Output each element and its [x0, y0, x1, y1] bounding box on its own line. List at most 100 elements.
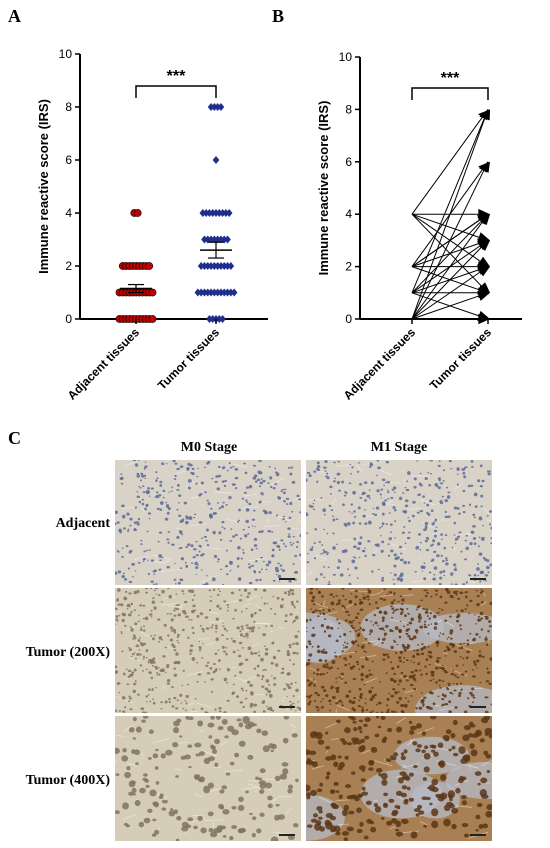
nucleus	[145, 649, 149, 653]
nucleus	[245, 486, 250, 489]
nucleus	[415, 632, 419, 634]
nucleus	[234, 752, 240, 758]
nucleus	[433, 566, 438, 570]
nucleus	[424, 521, 429, 526]
nucleus	[417, 533, 422, 536]
nucleus	[481, 600, 484, 603]
nucleus	[454, 583, 458, 585]
nucleus	[150, 609, 153, 612]
nucleus	[444, 510, 447, 514]
tissue-fiber	[374, 760, 393, 767]
nucleus	[217, 558, 220, 560]
nucleus	[451, 596, 454, 599]
tissue-fiber	[243, 493, 257, 497]
nucleus	[124, 771, 131, 779]
nucleus	[282, 518, 285, 521]
nucleus	[356, 634, 360, 637]
nucleus	[328, 580, 331, 583]
nucleus	[437, 679, 442, 682]
nucleus	[245, 689, 248, 692]
nucleus	[122, 802, 129, 810]
nucleus	[425, 658, 429, 662]
nucleus	[396, 556, 400, 560]
nucleus	[306, 662, 311, 666]
nucleus	[236, 556, 240, 561]
nucleus	[180, 519, 184, 523]
nucleus	[128, 605, 131, 608]
nucleus	[452, 752, 459, 757]
nucleus	[190, 619, 193, 621]
nucleus	[129, 727, 135, 733]
nucleus	[161, 556, 164, 559]
nucleus	[383, 588, 386, 591]
nucleus	[243, 491, 247, 494]
nucleus	[446, 590, 451, 595]
nucleus	[280, 490, 283, 493]
nucleus	[423, 562, 426, 565]
nucleus	[247, 563, 251, 565]
nucleus	[306, 626, 307, 629]
tissue-fiber	[390, 543, 407, 551]
nucleus	[238, 589, 241, 592]
nucleus	[115, 607, 118, 611]
tissue-fiber	[115, 734, 124, 737]
nucleus	[157, 673, 161, 676]
nucleus	[272, 487, 276, 490]
nucleus	[431, 808, 439, 817]
nucleus	[122, 710, 126, 713]
nucleus	[221, 526, 224, 528]
nucleus	[176, 699, 180, 702]
nucleus	[126, 607, 129, 610]
nucleus	[395, 790, 403, 797]
nucleus	[456, 507, 460, 510]
nucleus	[290, 682, 293, 686]
nucleus	[466, 639, 469, 642]
nucleus	[319, 573, 323, 576]
nucleus	[421, 731, 427, 736]
nucleus	[361, 628, 366, 632]
nucleus	[488, 732, 492, 739]
tissue-fiber	[396, 794, 404, 800]
nucleus	[232, 650, 236, 654]
y-tick-label: 8	[345, 102, 352, 116]
nucleus	[404, 703, 408, 708]
nucleus	[309, 681, 313, 685]
nucleus	[234, 608, 237, 612]
nucleus	[176, 483, 180, 487]
nucleus	[306, 619, 308, 621]
tissue-fiber	[396, 717, 407, 724]
nucleus	[282, 604, 285, 606]
nucleus	[352, 677, 357, 681]
nucleus	[252, 816, 257, 821]
nucleus	[393, 599, 396, 602]
nucleus	[409, 725, 418, 731]
nucleus	[277, 814, 285, 820]
nucleus	[225, 573, 229, 576]
nucleus	[391, 811, 398, 817]
nucleus	[173, 614, 177, 617]
nucleus	[436, 542, 441, 546]
nucleus	[260, 568, 263, 571]
nucleus	[128, 697, 133, 700]
nucleus	[127, 613, 132, 617]
nucleus	[353, 697, 357, 699]
nucleus	[374, 733, 380, 738]
nucleus	[297, 701, 299, 703]
nucleus	[369, 497, 371, 500]
nucleus	[223, 600, 227, 603]
tissue-fiber	[190, 818, 206, 824]
nucleus	[338, 676, 341, 679]
nucleus	[482, 556, 486, 560]
nucleus	[348, 663, 351, 665]
nucleus	[137, 620, 140, 623]
nucleus	[160, 708, 163, 710]
nucleus	[151, 600, 156, 604]
nucleus	[258, 627, 261, 629]
nucleus	[126, 766, 131, 771]
nucleus	[338, 622, 341, 625]
nucleus	[414, 629, 419, 633]
nucleus	[130, 655, 133, 658]
nucleus	[471, 669, 475, 671]
nucleus	[208, 589, 212, 592]
nucleus	[380, 627, 385, 631]
